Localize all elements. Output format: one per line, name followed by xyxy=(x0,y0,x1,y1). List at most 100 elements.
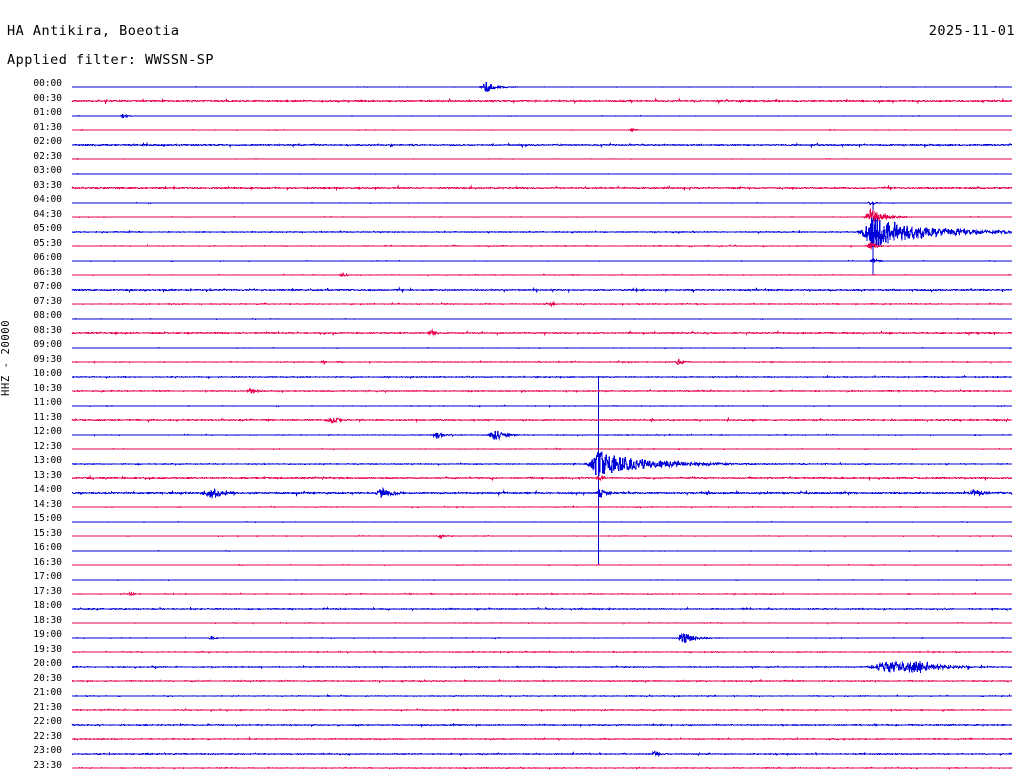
seismic-trace xyxy=(71,486,1013,498)
trace-container xyxy=(71,355,1013,370)
seismic-trace xyxy=(71,650,1013,654)
trace-container xyxy=(71,282,1013,297)
trace-container xyxy=(71,137,1013,152)
trace-container xyxy=(71,587,1013,602)
helicorder-row: 00:00 xyxy=(0,79,1024,94)
seismic-trace xyxy=(71,285,1013,294)
trace-container xyxy=(71,529,1013,544)
trace-container xyxy=(71,152,1013,167)
trace-container xyxy=(71,630,1013,645)
helicorder-row: 11:30 xyxy=(0,412,1024,428)
seismic-trace xyxy=(71,112,1013,119)
trace-container xyxy=(71,384,1013,399)
helicorder-row: 05:00 xyxy=(0,216,1024,247)
trace-container xyxy=(71,311,1013,326)
seismic-trace xyxy=(71,707,1013,713)
trace-container xyxy=(71,166,1013,181)
seismic-trace xyxy=(71,184,1013,192)
seismic-trace xyxy=(71,736,1013,741)
row-time-label: 16:30 xyxy=(33,556,62,568)
trace-container xyxy=(71,181,1013,196)
helicorder-row: 04:30 xyxy=(0,208,1024,225)
seismic-trace xyxy=(71,81,1012,92)
trace-container xyxy=(71,268,1013,283)
row-time-label: 17:30 xyxy=(33,585,62,597)
helicorder-row: 08:00 xyxy=(0,311,1024,326)
helicorder-row: 02:30 xyxy=(0,151,1024,167)
trace-container xyxy=(71,616,1013,631)
seismic-trace xyxy=(71,722,1013,727)
seismic-trace xyxy=(71,242,1013,250)
helicorder-row: 15:30 xyxy=(0,527,1024,544)
helicorder-row: 18:00 xyxy=(0,601,1024,616)
row-time-label: 08:30 xyxy=(33,324,62,336)
seismic-trace xyxy=(71,766,1013,771)
trace-container xyxy=(71,572,1013,587)
seismic-trace xyxy=(71,358,1013,366)
helicorder-row: 12:00 xyxy=(0,427,1024,442)
helicorder-row: 00:30 xyxy=(0,93,1024,109)
helicorder-row: 08:30 xyxy=(0,324,1024,341)
seismic-trace xyxy=(71,660,1013,673)
seismic-trace xyxy=(71,549,1013,552)
row-time-label: 04:00 xyxy=(33,194,62,205)
row-time-label: 14:00 xyxy=(33,484,62,495)
row-time-label: 05:30 xyxy=(33,237,62,249)
seismic-trace xyxy=(71,157,1013,161)
helicorder-row: 19:00 xyxy=(0,630,1024,645)
row-time-label: 23:00 xyxy=(33,745,62,756)
row-time-label: 11:00 xyxy=(33,397,62,408)
helicorder-row: 20:00 xyxy=(0,659,1024,674)
seismic-trace xyxy=(71,317,1013,320)
row-time-label: 17:00 xyxy=(33,571,62,582)
trace-container xyxy=(71,123,1013,138)
applied-filter-label: Applied filter: WWSSN-SP xyxy=(7,52,215,68)
row-time-label: 01:30 xyxy=(33,121,62,133)
seismic-trace xyxy=(71,301,1013,308)
helicorder-row: 13:00 xyxy=(0,450,1024,476)
trace-container xyxy=(71,442,1013,457)
row-time-label: 19:00 xyxy=(33,629,62,640)
trace-container xyxy=(71,413,1013,428)
seismic-trace xyxy=(71,374,1013,379)
helicorder-row: 22:30 xyxy=(0,731,1024,747)
row-time-label: 09:00 xyxy=(33,339,62,350)
row-time-label: 01:00 xyxy=(33,107,62,118)
helicorder-row: 17:00 xyxy=(0,572,1024,587)
helicorder-row: 01:00 xyxy=(0,108,1024,123)
trace-container xyxy=(71,659,1013,674)
helicorder-row: 20:30 xyxy=(0,672,1024,689)
trace-container xyxy=(71,297,1013,312)
row-time-label: 20:30 xyxy=(33,672,62,684)
helicorder-row: 09:00 xyxy=(0,340,1024,355)
seismic-trace xyxy=(71,447,1013,451)
seismic-trace xyxy=(71,141,1013,149)
row-time-label: 02:00 xyxy=(33,136,62,147)
row-time-label: 04:30 xyxy=(33,208,62,220)
row-time-label: 15:30 xyxy=(33,527,62,539)
seismic-trace xyxy=(71,520,1013,523)
seismic-trace xyxy=(71,632,1013,643)
trace-container xyxy=(71,500,1013,515)
trace-container xyxy=(71,108,1013,123)
trace-container xyxy=(71,761,1013,776)
row-time-label: 18:30 xyxy=(33,614,62,626)
seismic-trace xyxy=(71,693,1013,698)
row-time-label: 14:30 xyxy=(33,498,62,510)
seismic-trace xyxy=(71,346,1013,349)
seismic-trace xyxy=(71,97,1013,105)
row-time-label: 13:30 xyxy=(33,469,62,481)
row-time-label: 19:30 xyxy=(33,643,62,655)
trace-container xyxy=(71,369,1013,384)
helicorder-row: 04:00 xyxy=(0,195,1024,210)
helicorder-row: 21:30 xyxy=(0,702,1024,718)
trace-container xyxy=(71,717,1013,732)
seismic-trace xyxy=(71,430,1013,441)
seismic-trace xyxy=(71,387,1013,394)
trace-container xyxy=(71,703,1013,718)
row-time-label: 21:00 xyxy=(33,687,62,698)
trace-container xyxy=(71,427,1013,442)
trace-container xyxy=(71,79,1012,94)
helicorder-row: 19:30 xyxy=(0,643,1024,660)
